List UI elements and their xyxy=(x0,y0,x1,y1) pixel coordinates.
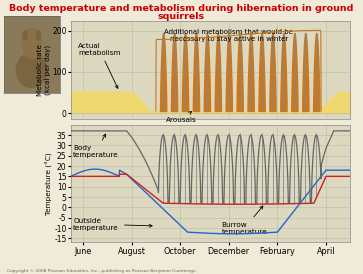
Text: Arousals: Arousals xyxy=(166,112,196,123)
Y-axis label: Temperature (°C): Temperature (°C) xyxy=(46,152,53,215)
Text: Outside
temperature: Outside temperature xyxy=(73,218,152,231)
Text: squirrels: squirrels xyxy=(158,12,205,21)
Ellipse shape xyxy=(16,53,47,87)
Ellipse shape xyxy=(22,28,42,59)
Ellipse shape xyxy=(23,31,27,40)
Text: Actual
metabolism: Actual metabolism xyxy=(78,43,121,88)
Y-axis label: Metabolic rate
(kcal per day): Metabolic rate (kcal per day) xyxy=(37,44,51,96)
Text: Body temperature and metabolism during hibernation in ground: Body temperature and metabolism during h… xyxy=(9,4,354,13)
Text: Copyright © 2008 Pearson Education, Inc., publishing as Pearson Benjamin Cumming: Copyright © 2008 Pearson Education, Inc.… xyxy=(7,269,197,273)
Ellipse shape xyxy=(36,31,41,40)
Text: Additional metabolism that would be
necessary to stay active in winter: Additional metabolism that would be nece… xyxy=(164,29,293,42)
Text: Body
temperature: Body temperature xyxy=(73,134,119,158)
Text: Burrow
temperature: Burrow temperature xyxy=(221,206,267,235)
